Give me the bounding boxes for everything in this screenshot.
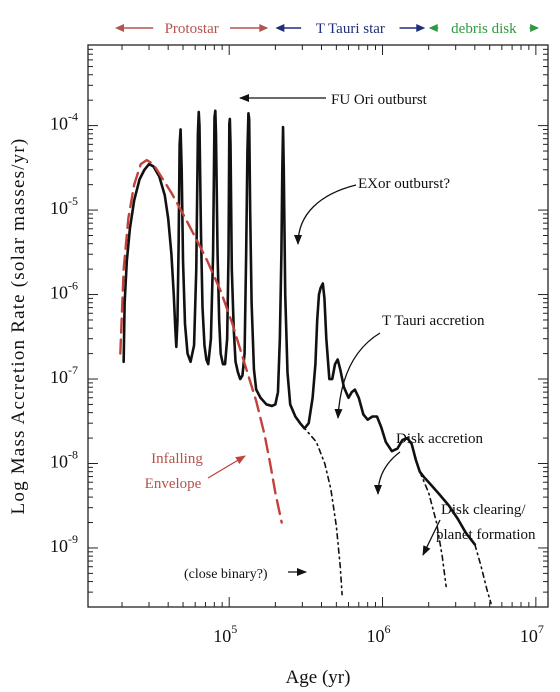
- phase-arrowhead-right: [416, 24, 426, 32]
- phase-arrowhead-left: [275, 24, 285, 32]
- phase-bar: Protostar T Tauri star debris disk: [115, 21, 540, 37]
- series-line-dashdot: [301, 424, 343, 596]
- annotation-t-tauri-accretion: T Tauri accretion: [382, 313, 485, 329]
- phase-arrowhead-right: [259, 24, 269, 32]
- x-tick-label: 107: [520, 622, 544, 646]
- annotation-exor: EXor outburst?: [358, 176, 450, 192]
- x-axis-label: Age (yr): [286, 667, 351, 688]
- series-line-dashed: [119, 158, 283, 524]
- arrow-disk-accretion: [374, 451, 401, 495]
- series-line-dashdot: [418, 470, 447, 588]
- annotation-disk-clearing: Disk clearing/: [441, 502, 526, 518]
- series-line-dashdot: [474, 543, 492, 605]
- y-tick-label: 10-5: [50, 194, 78, 218]
- annotation-planet-formation: planet formation: [436, 527, 536, 543]
- annotation-disk-accretion: Disk accretion: [396, 431, 484, 447]
- y-tick-label: 10-6: [50, 279, 78, 303]
- phase-label: T Tauri star: [316, 21, 385, 37]
- phase-label: Protostar: [165, 21, 219, 37]
- annotation-close-binary: (close binary?): [184, 567, 268, 582]
- plot-frame: [87, 44, 549, 608]
- y-tick-label: 10-8: [50, 447, 78, 471]
- axis-ticks: 105 106 107 10-4 10-5 10-6 10-7 10-8 10-9: [50, 45, 548, 646]
- annotations: FU Ori outburst EXor outburst? T Tauri a…: [145, 92, 536, 582]
- phase-label: debris disk: [451, 21, 517, 37]
- y-tick-label: 10-7: [50, 363, 78, 387]
- annotation-infalling: Infalling: [151, 451, 203, 467]
- annotation-envelope: Envelope: [145, 476, 202, 492]
- y-tick-label: 10-9: [50, 532, 78, 556]
- y-axis-label: Log Mass Accretion Rate (solar masses/yr…: [8, 138, 29, 515]
- y-tick-label: 10-4: [50, 110, 78, 134]
- phase-arrowhead-left: [428, 24, 438, 32]
- arrow-infalling-envelope: [207, 455, 246, 479]
- arrow-t-tauri-accretion: [334, 332, 381, 419]
- x-tick-label: 105: [213, 622, 237, 646]
- x-tick-label: 106: [367, 622, 391, 646]
- phase-arrowhead-left: [115, 24, 125, 32]
- annotation-fu-ori: FU Ori outburst: [331, 92, 428, 108]
- arrow-exor: [294, 184, 357, 245]
- series-layer: [119, 109, 492, 605]
- arrow-disk-clearing: [422, 519, 441, 556]
- series-line-solid: [122, 109, 477, 546]
- phase-arrowhead-right: [530, 24, 540, 32]
